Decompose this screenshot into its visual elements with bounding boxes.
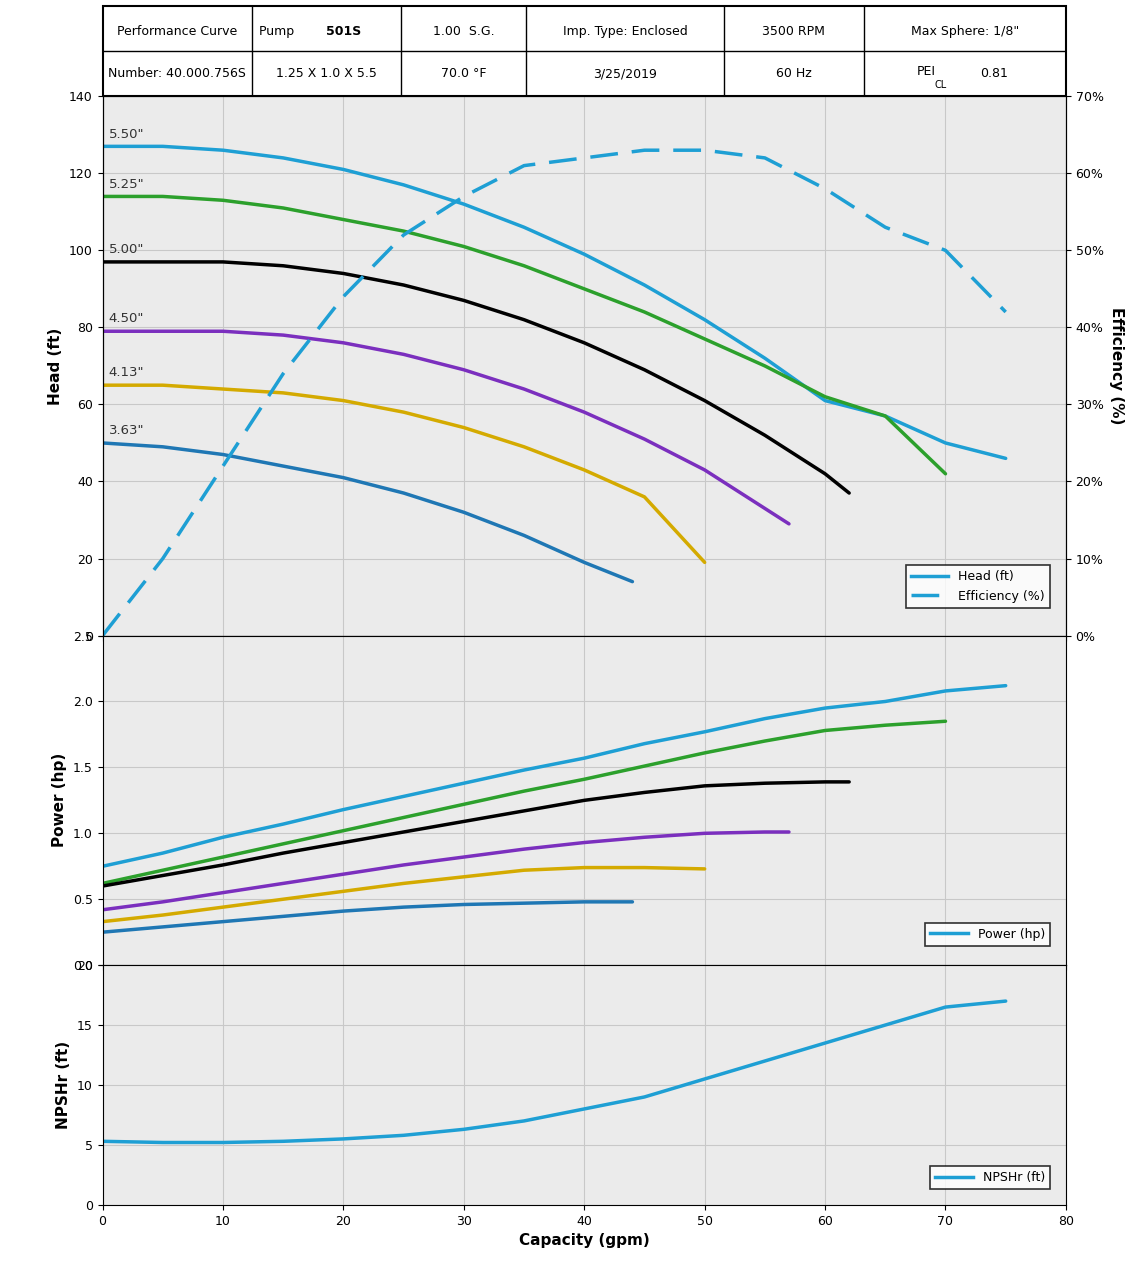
Text: 5.25": 5.25": [108, 178, 145, 191]
Text: 1.25 X 1.0 X 5.5: 1.25 X 1.0 X 5.5: [276, 68, 377, 81]
Text: 3.63": 3.63": [108, 425, 144, 437]
Text: Performance Curve: Performance Curve: [117, 26, 237, 38]
Legend: Head (ft), Efficiency (%): Head (ft), Efficiency (%): [906, 565, 1050, 608]
Text: Pump: Pump: [260, 26, 302, 38]
Text: Number: 40.000.756S: Number: 40.000.756S: [108, 68, 246, 81]
Text: 1.00  S.G.: 1.00 S.G.: [433, 26, 495, 38]
Text: 5.50": 5.50": [108, 128, 144, 141]
Text: Max Sphere: 1/8": Max Sphere: 1/8": [911, 26, 1019, 38]
Legend: NPSHr (ft): NPSHr (ft): [930, 1166, 1050, 1189]
Text: 60 Hz: 60 Hz: [776, 68, 812, 81]
Text: 70.0 °F: 70.0 °F: [441, 68, 487, 81]
Legend: Power (hp): Power (hp): [926, 922, 1050, 945]
Text: 4.13": 4.13": [108, 366, 144, 380]
Text: 0.81: 0.81: [979, 68, 1008, 81]
Text: Imp. Type: Enclosed: Imp. Type: Enclosed: [563, 26, 687, 38]
Text: 3/25/2019: 3/25/2019: [593, 68, 657, 81]
X-axis label: Capacity (gpm): Capacity (gpm): [519, 1233, 650, 1248]
Y-axis label: Efficiency (%): Efficiency (%): [1109, 307, 1124, 425]
Y-axis label: NPSHr (ft): NPSHr (ft): [57, 1041, 72, 1129]
Text: 501S: 501S: [326, 26, 361, 38]
Text: 5.00": 5.00": [108, 243, 144, 256]
Y-axis label: Power (hp): Power (hp): [52, 753, 67, 848]
Text: PEI: PEI: [917, 65, 936, 78]
Text: 3500 RPM: 3500 RPM: [763, 26, 825, 38]
Text: CL: CL: [935, 81, 947, 91]
Y-axis label: Head (ft): Head (ft): [48, 327, 64, 404]
Text: 4.50": 4.50": [108, 312, 144, 325]
